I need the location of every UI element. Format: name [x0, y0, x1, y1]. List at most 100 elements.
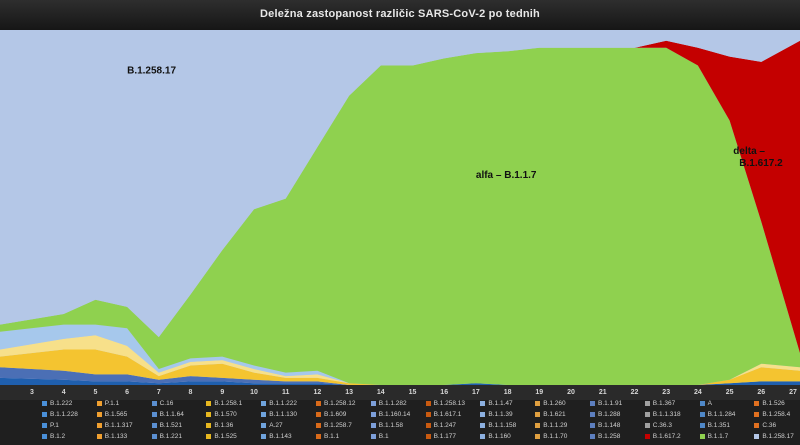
x-tick-label: 4: [62, 389, 66, 396]
legend-item: C.36.3: [644, 422, 672, 429]
legend-label: B.1.143: [269, 433, 292, 440]
legend-label: C.16: [159, 400, 174, 407]
legend-swatch: [425, 423, 431, 428]
legend-item: B.1.2: [42, 433, 65, 440]
legend-swatch: [699, 401, 705, 406]
legend-label: B.1.133: [104, 433, 128, 440]
legend-item: B.1.1.39: [480, 411, 513, 418]
x-tick-label: 16: [440, 389, 448, 396]
x-tick-label: 21: [599, 389, 607, 396]
x-tick-label: 10: [250, 389, 258, 396]
legend-label: B.1.258.13: [433, 400, 466, 407]
legend-label: B.1.351: [707, 422, 731, 429]
legend-label: B.1.526: [762, 400, 785, 407]
legend-item: B.1.1.158: [480, 422, 516, 429]
legend-swatch: [206, 401, 212, 406]
legend-item: B.1.1.29: [535, 422, 567, 429]
x-tick-label: 3: [30, 389, 34, 396]
x-tick-label: 17: [472, 389, 480, 396]
legend-label: A.27: [269, 422, 283, 429]
legend-label: B.1.288: [598, 411, 621, 418]
legend-label: B.1.1.282: [378, 400, 407, 407]
legend-label: B.1.36: [214, 422, 234, 429]
legend-swatch: [206, 423, 212, 428]
legend-swatch: [590, 434, 595, 439]
legend-swatch: [96, 423, 102, 428]
legend-swatch: [42, 434, 47, 439]
area-B-1-160: [0, 367, 800, 385]
legend-swatch: [590, 412, 595, 417]
legend-item: B.1.258.17: [754, 433, 794, 440]
legend-swatch: [261, 401, 267, 406]
legend-label: B.1.160: [488, 433, 511, 440]
legend-item: B.1.222: [42, 400, 72, 407]
legend-item: B.1.1.58: [370, 422, 403, 429]
legend-item: P.1.1: [96, 400, 119, 407]
legend-item: B.1.160.14: [370, 411, 411, 418]
legend-item: B.1.621: [535, 411, 566, 418]
legend-label: B.1.1: [324, 433, 340, 440]
legend-item: B.1.565: [96, 411, 128, 418]
legend-item: B.1.1.222: [261, 400, 297, 407]
legend-item: B.1.570: [206, 411, 237, 418]
legend-item: C.36: [754, 422, 776, 429]
legend-label: B.1.258.7: [324, 422, 352, 429]
legend-item: B.1.617.2: [644, 433, 681, 440]
legend-swatch: [96, 434, 102, 439]
legend-item: B.1.143: [261, 433, 292, 440]
legend-swatch: [425, 434, 431, 439]
legend-swatch: [316, 401, 321, 406]
legend-swatch: [535, 423, 541, 428]
legend-swatch: [206, 434, 212, 439]
legend-label: B.1.565: [104, 411, 128, 418]
legend-item: B.1.258.4: [754, 411, 790, 418]
legend-label: B.1.367: [652, 400, 676, 407]
series-label: delta –: [733, 146, 765, 157]
axis-band: [0, 385, 800, 400]
legend-swatch: [754, 434, 760, 439]
legend-swatch: [644, 434, 650, 439]
chart-title: Deležna zastopanost različic SARS-CoV-2 …: [260, 8, 540, 20]
legend-label: B.1.1.29: [543, 422, 568, 429]
title-bar: Deležna zastopanost različic SARS-CoV-2 …: [0, 0, 800, 30]
legend-label: B.1.1.70: [543, 433, 568, 440]
legend-swatch: [370, 423, 376, 428]
legend-label: B.1.221: [159, 433, 183, 440]
legend-label: B.1.617.2: [652, 433, 681, 440]
legend-swatch: [96, 412, 102, 417]
legend-label: A: [707, 400, 712, 407]
legend-swatch: [425, 412, 431, 417]
area-B-1-617-2: [0, 40, 800, 354]
legend-swatch: [316, 423, 321, 428]
legend-label: C.36.3: [652, 422, 672, 429]
legend-label: B.1.570: [214, 411, 237, 418]
legend-item: B.1.258.12: [316, 400, 355, 407]
legend-item: B.1.1: [316, 433, 339, 440]
x-tick-label: 8: [189, 389, 193, 396]
legend-item: B.1.148: [590, 422, 620, 429]
series-label: B.1.617.2: [739, 158, 783, 169]
legend-label: B.1.1.158: [488, 422, 517, 429]
legend-item: B.1.1.282: [370, 400, 407, 407]
legend-swatch: [42, 412, 47, 417]
legend-item: B.1.1.284: [699, 411, 736, 418]
legend-item: B.1.260: [535, 400, 566, 407]
x-tick-label: 14: [377, 389, 385, 396]
legend-label: B.1.1.222: [269, 400, 298, 407]
legend-swatch: [480, 434, 486, 439]
legend-swatch: [535, 412, 541, 417]
legend-item: B.1.1.64: [151, 411, 184, 418]
legend-item: B.1.1.130: [261, 411, 297, 418]
x-tick-label: 11: [282, 389, 290, 396]
legend-swatch: [754, 401, 760, 406]
x-tick-label: 27: [789, 389, 797, 396]
legend-swatch: [261, 423, 267, 428]
x-tick-label: 25: [726, 389, 734, 396]
x-tick-label: 7: [157, 389, 161, 396]
legend-label: B.1.258.1: [214, 400, 243, 407]
legend-label: B.1.160.14: [378, 411, 411, 418]
legend-label: B.1.1.284: [707, 411, 736, 418]
series-label: alfa – B.1.1.7: [476, 170, 537, 181]
legend-item: B.1.1.7: [699, 433, 728, 440]
legend-swatch: [370, 434, 376, 439]
